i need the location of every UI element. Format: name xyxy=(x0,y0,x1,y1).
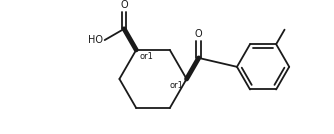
Text: O: O xyxy=(120,0,128,10)
Text: HO: HO xyxy=(88,35,103,45)
Text: or1: or1 xyxy=(170,81,184,90)
Text: O: O xyxy=(195,29,202,39)
Text: or1: or1 xyxy=(139,52,153,61)
